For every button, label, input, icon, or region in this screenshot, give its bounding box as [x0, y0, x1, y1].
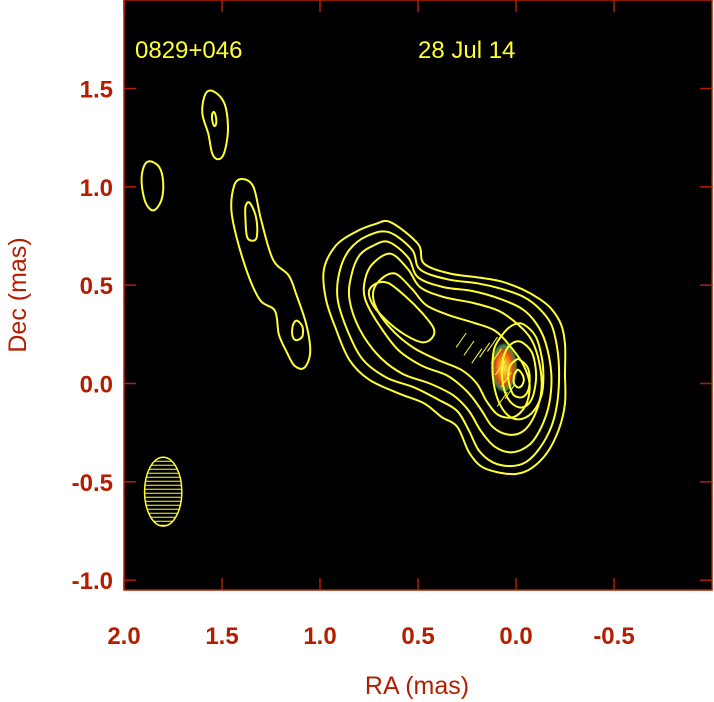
date-label: 28 Jul 14 — [418, 37, 515, 64]
polarization-tick — [490, 348, 502, 364]
contour-jet-knot-0.7 — [367, 280, 436, 344]
polarization-tick — [471, 348, 483, 364]
y-tick-label: 1.5 — [80, 77, 113, 104]
contour-core-contour-8 — [507, 358, 531, 399]
x-tick-label: -0.5 — [593, 623, 634, 650]
polarization-tick — [455, 332, 467, 348]
contour-core-contour-7 — [500, 340, 538, 409]
polarization-tick — [504, 383, 516, 399]
contour-core-contour-9 — [512, 368, 525, 389]
contour-main-contour-3 — [347, 240, 553, 454]
contour-core-contour-6 — [491, 322, 545, 421]
contour-jet-arm-knot-1.3 — [244, 201, 259, 242]
x-tick-label: 1.5 — [205, 623, 238, 650]
x-tick-label: 2.0 — [107, 623, 140, 650]
x-tick-label: 0.0 — [499, 623, 532, 650]
contour-main-contour-4 — [362, 252, 543, 436]
contour-main-contour-1 — [322, 219, 567, 476]
y-tick-label: 0.5 — [80, 273, 113, 300]
contour-jet-arm-outer — [230, 177, 312, 370]
contour-knot-1.5-inner — [210, 110, 218, 128]
y-tick-label: 0.0 — [80, 372, 113, 399]
contour-knot-1.5-outer — [201, 89, 229, 161]
beam-ellipse — [143, 456, 183, 527]
polarization-tick — [463, 340, 475, 356]
y-tick-label: -0.5 — [72, 470, 113, 497]
x-tick-label: 1.0 — [303, 623, 336, 650]
polarization-tick — [487, 336, 498, 352]
x-axis-title: RA (mas) — [365, 672, 469, 700]
x-tick-label: 0.5 — [401, 623, 434, 650]
contour-knot-1.8 — [140, 160, 165, 212]
y-tick-label: -1.0 — [72, 568, 113, 595]
contour-jet-arm-knot-1.1 — [291, 319, 305, 342]
source-label: 0829+046 — [135, 37, 242, 64]
polarization-tick — [494, 360, 506, 376]
polarization-tick — [479, 342, 491, 358]
contour-main-contour-2 — [336, 230, 561, 468]
polarization-tick — [500, 372, 512, 388]
polarization-tick — [496, 391, 508, 407]
contour-main-contour-5 — [371, 272, 531, 419]
y-axis-title: Dec (mas) — [4, 237, 32, 352]
y-tick-label: 1.0 — [80, 175, 113, 202]
